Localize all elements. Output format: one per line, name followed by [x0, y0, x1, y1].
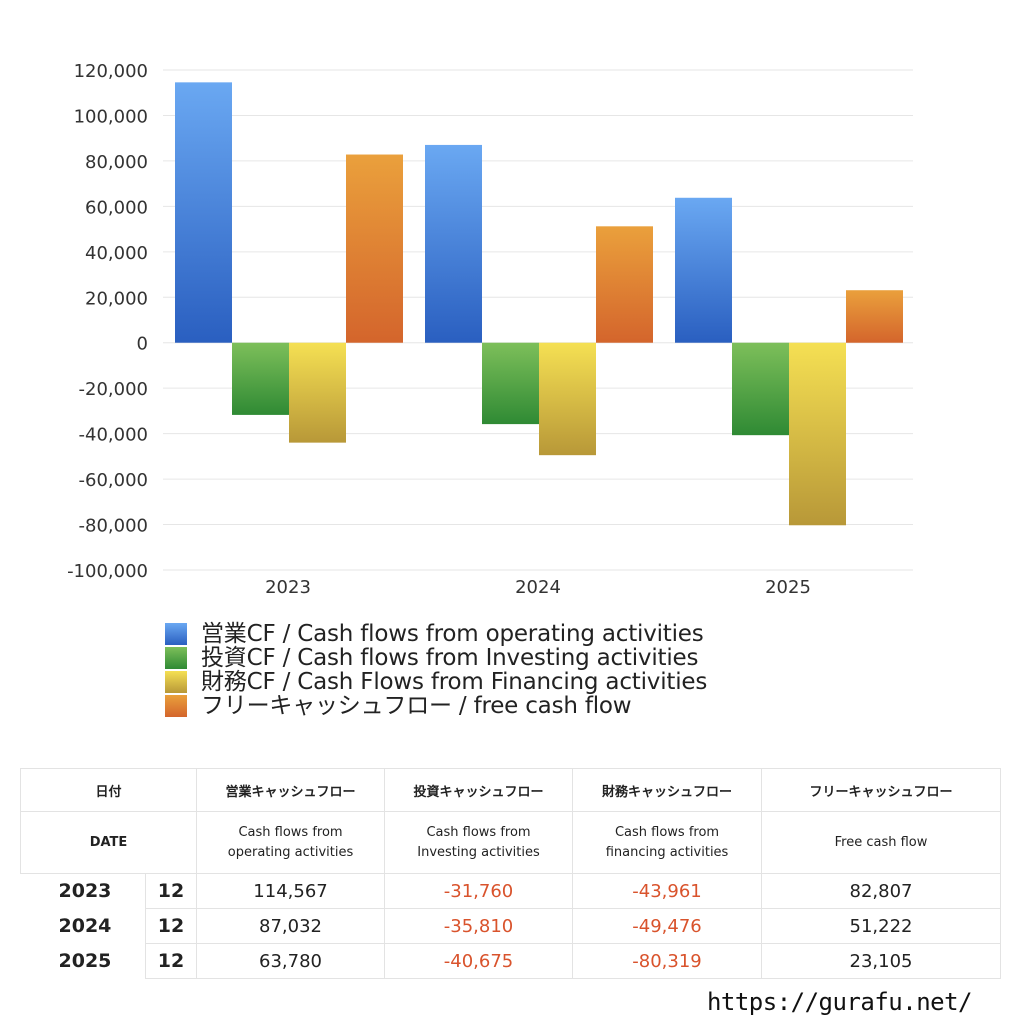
header-operating-en-line2: operating activities [227, 844, 354, 860]
cash-flow-table: 日付 営業キャッシュフロー 投資キャッシュフロー 財務キャッシュフロー フリーキ… [19, 768, 1002, 979]
header-free-en: Free cash flow [761, 811, 1002, 874]
legend-swatch-operating [165, 623, 187, 645]
bars [175, 82, 903, 526]
header-operating-en: Cash flows from operating activities [196, 811, 386, 874]
row-free: 23,105 [761, 943, 1002, 979]
legend-label-investing: 投資CF / Cash flows from Investing activit… [201, 645, 699, 671]
legend-swatch-free [165, 695, 187, 717]
row-year: 2025 [20, 943, 146, 979]
y-tick-label: 100,000 [74, 106, 148, 127]
header-operating-en-line1: Cash flows from [238, 824, 343, 840]
legend-swatch-investing [165, 647, 187, 669]
legend-item-free: フリーキャッシュフロー / free cash flow [165, 694, 707, 718]
bar-3-2024 [539, 342, 596, 456]
y-tick-label: -40,000 [79, 425, 148, 446]
bar-2-2025 [732, 342, 789, 436]
axis-ticks: 120,000 100,000 80,000 60,000 40,000 20,000 0 -… [67, 61, 811, 598]
row-financing: -80,319 [572, 943, 763, 979]
row-operating: 87,032 [196, 908, 386, 944]
row-financing: -43,961 [572, 873, 763, 909]
bar-1-2025 [675, 197, 732, 343]
bar-3-2025 [789, 342, 846, 526]
table-header-en: DATE Cash flows from operating activities… [19, 811, 1002, 874]
x-tick-label: 2024 [515, 577, 561, 598]
bar-2-2023 [232, 342, 289, 415]
y-tick-label: 40,000 [85, 243, 148, 264]
bar-3-2023 [289, 342, 346, 443]
row-month: 12 [144, 873, 198, 909]
y-tick-label: 120,000 [74, 61, 148, 82]
y-tick-label: -100,000 [67, 561, 148, 582]
y-tick-label: -60,000 [79, 470, 148, 491]
row-operating: 63,780 [196, 943, 386, 979]
site-url[interactable]: https://gurafu.net/ [706, 988, 973, 1016]
y-tick-label: -80,000 [79, 516, 148, 537]
gridlines [163, 69, 913, 571]
y-tick-label: -20,000 [79, 379, 148, 400]
header-financing-jp: 財務キャッシュフロー [572, 768, 763, 812]
x-tick-label: 2023 [265, 577, 311, 598]
bar-1-2024 [425, 144, 482, 343]
row-month: 12 [144, 943, 198, 979]
legend-label-financing: 財務CF / Cash Flows from Financing activit… [201, 669, 708, 695]
legend: 営業CF / Cash flows from operating activit… [165, 622, 707, 718]
header-investing-en-line1: Cash flows from [426, 824, 531, 840]
row-investing: -40,675 [384, 943, 574, 979]
header-date-jp: 日付 [19, 768, 198, 812]
row-free: 51,222 [761, 908, 1002, 944]
header-free-jp: フリーキャッシュフロー [761, 768, 1002, 812]
y-tick-label: 80,000 [85, 152, 148, 173]
y-tick-label: 20,000 [85, 288, 148, 309]
bar-4-2024 [596, 226, 653, 343]
table-header-jp: 日付 営業キャッシュフロー 投資キャッシュフロー 財務キャッシュフロー フリーキ… [19, 768, 1002, 812]
y-tick-label: 60,000 [85, 197, 148, 218]
header-investing-jp: 投資キャッシュフロー [384, 768, 574, 812]
header-date-en: DATE [19, 811, 198, 874]
row-financing: -49,476 [572, 908, 763, 944]
bar-2-2024 [482, 342, 539, 425]
bar-1-2023 [175, 82, 232, 343]
legend-label-operating: 営業CF / Cash flows from operating activit… [201, 621, 704, 647]
header-operating-jp: 営業キャッシュフロー [196, 768, 386, 812]
y-tick-label: 0 [137, 334, 148, 355]
table-row: 2024 12 87,032 -35,810 -49,476 51,222 [20, 908, 1002, 944]
header-financing-en-line1: Cash flows from [614, 824, 720, 840]
header-investing-en-line2: Investing activities [417, 844, 540, 860]
legend-item-investing: 投資CF / Cash flows from Investing activit… [165, 646, 707, 670]
bar-chart: 120,000 100,000 80,000 60,000 40,000 20,000 0 -… [67, 61, 913, 598]
x-tick-label: 2025 [765, 577, 811, 598]
row-year: 2024 [20, 908, 146, 944]
header-financing-en-line2: financing activities [605, 844, 729, 860]
legend-label-free: フリーキャッシュフロー / free cash flow [201, 693, 632, 719]
row-operating: 114,567 [196, 873, 386, 909]
row-month: 12 [144, 908, 198, 944]
bar-4-2025 [846, 290, 903, 343]
legend-swatch-financing [165, 671, 187, 693]
bar-4-2023 [346, 154, 403, 343]
row-investing: -35,810 [384, 908, 574, 944]
header-investing-en: Cash flows from Investing activities [384, 811, 574, 874]
header-financing-en: Cash flows from financing activities [572, 811, 763, 874]
legend-item-operating: 営業CF / Cash flows from operating activit… [165, 622, 707, 646]
table-row: 2023 12 114,567 -31,760 -43,961 82,807 [20, 873, 1002, 909]
row-investing: -31,760 [384, 873, 574, 909]
table-row: 2025 12 63,780 -40,675 -80,319 23,105 [20, 943, 1002, 979]
row-year: 2023 [20, 873, 146, 909]
row-free: 82,807 [761, 873, 1002, 909]
legend-item-financing: 財務CF / Cash Flows from Financing activit… [165, 670, 707, 694]
